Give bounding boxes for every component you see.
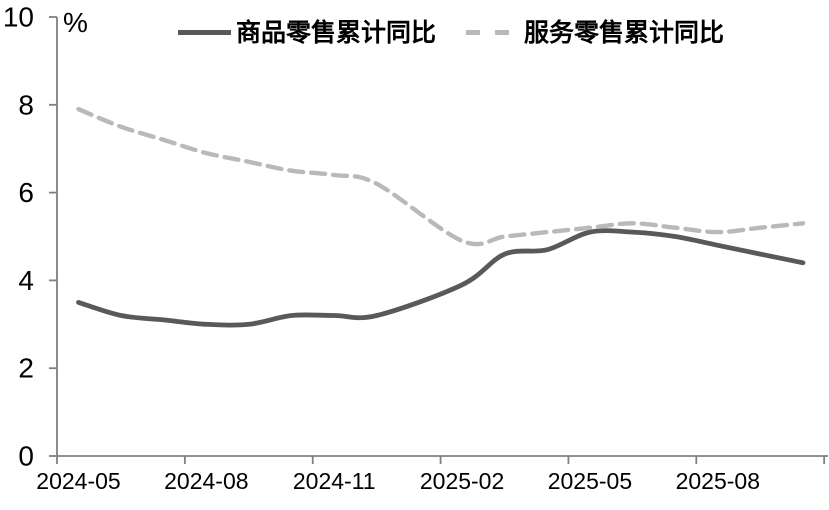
- y-axis-tick-label: 0: [18, 441, 34, 472]
- x-axis-tick-label: 2025-02: [420, 468, 504, 494]
- x-axis-tick-label: 2024-08: [164, 468, 248, 494]
- y-axis-tick-label: 4: [18, 265, 34, 296]
- legend-swatch-solid-line-icon: [178, 29, 231, 35]
- y-axis-tick-label: 6: [18, 177, 34, 208]
- legend-item-goods: 商品零售累计同比: [178, 14, 436, 48]
- x-axis-tick-label: 2025-08: [676, 468, 760, 494]
- series-line-1: [76, 107, 806, 247]
- y-axis-tick-label: 8: [18, 89, 34, 120]
- x-axis-tick-label: 2025-05: [548, 468, 632, 494]
- series-line-0: [76, 228, 806, 328]
- y-axis-tick-label: 2: [18, 353, 34, 384]
- y-axis-tick-label: 10: [3, 2, 34, 33]
- y-axis-unit-label: %: [63, 7, 88, 38]
- x-axis-tick-label: 2024-05: [36, 468, 120, 494]
- x-axis-tick-label: 2024-11: [293, 468, 376, 494]
- legend-label-services: 服务零售累计同比: [524, 19, 725, 47]
- legend-item-services: 服务零售累计同比: [466, 14, 724, 48]
- legend-swatch-dashed-line-icon: [466, 29, 511, 35]
- legend-label-goods: 商品零售累计同比: [236, 19, 437, 47]
